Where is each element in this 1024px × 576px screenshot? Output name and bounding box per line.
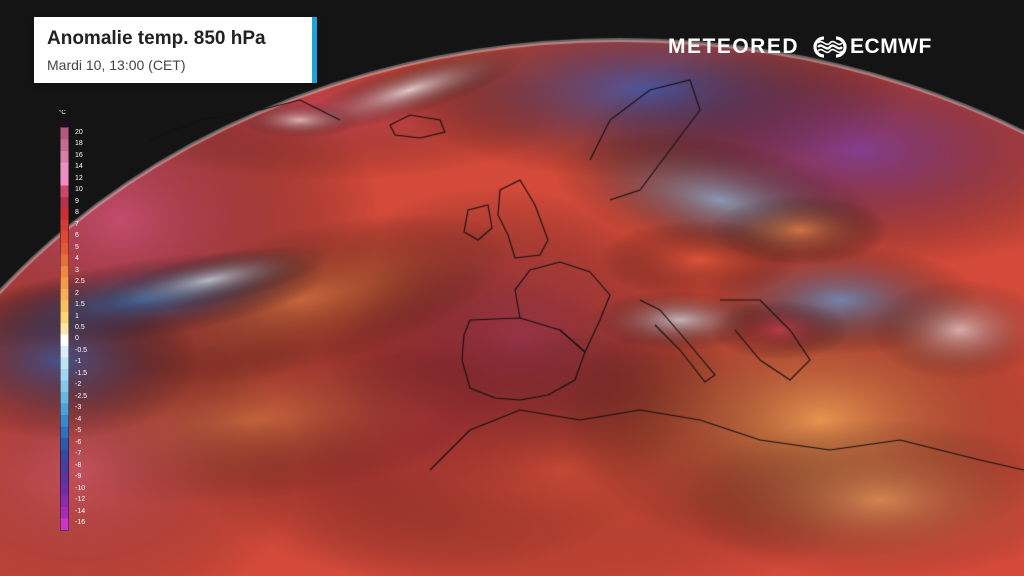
legend-tick-label: 1.5 [75,301,85,309]
ecmwf-logo: ECMWF [813,35,932,59]
legend-tick-label: 2 [75,289,79,297]
map-title: Anomalie temp. 850 hPa [47,28,266,49]
legend-tick-label: -8 [75,461,82,469]
legend-tick-label: 12 [75,174,83,182]
ecmwf-logo-icon [813,36,847,58]
legend-tick-label: 20 [75,128,83,136]
legend-tick-label: 14 [75,163,83,171]
legend-tick-label: 1 [75,312,79,320]
legend-tick-label: 9 [75,197,79,205]
meteored-logo: METEORED [668,35,800,58]
legend-tick-label: -1 [75,358,82,366]
legend-tick-label: -12 [75,496,86,504]
legend-tick-label: 18 [75,140,83,148]
legend-tick-label: -14 [75,507,86,515]
legend-tick-label: -0.5 [75,346,88,354]
legend-tick-label: 10 [75,186,83,194]
legend-tick-label: 6 [75,232,79,240]
legend-tick-label: 0.5 [75,324,85,331]
legend-tick-label: -1.5 [75,369,88,377]
legend-tick-label: 2.5 [75,278,85,286]
legend-tick-label: -2.5 [75,392,88,400]
legend-tick-label: -2 [75,381,82,389]
map-timestamp: Mardi 10, 13:00 (CET) [47,57,186,73]
ecmwf-wordmark: ECMWF [850,35,932,58]
legend-tick-label: -16 [75,519,86,527]
legend-tick-label: 8 [75,209,79,217]
title-box: Anomalie temp. 850 hPa Mardi 10, 13:00 (… [34,17,317,83]
legend-color-bar [60,127,69,531]
legend-tick-label: -9 [75,473,82,481]
legend-tick-label: 4 [75,255,79,263]
legend-tick-label: 7 [75,220,79,228]
legend-tick-label: 0 [75,335,79,343]
legend-tick-label: -5 [75,427,82,435]
legend-tick-label: -10 [75,484,86,492]
legend-tick-label: 5 [75,243,79,251]
color-legend: °C 20 18 16 14 12 10 9 8 7 6 5 4 3 2.5 2 1.5 1 0.5 0 -0.5 -1… [57,110,97,531]
legend-tick-label: -3 [75,404,82,412]
legend-tick-label: 3 [75,266,79,274]
legend-tick-label: -7 [75,450,82,458]
legend-tick-label: -4 [75,415,82,423]
legend-tick-label: 16 [75,151,83,159]
legend-unit: °C [59,110,66,116]
legend-tick-label: -6 [75,438,82,446]
brand-logos: METEORED ECMWF [668,33,932,61]
